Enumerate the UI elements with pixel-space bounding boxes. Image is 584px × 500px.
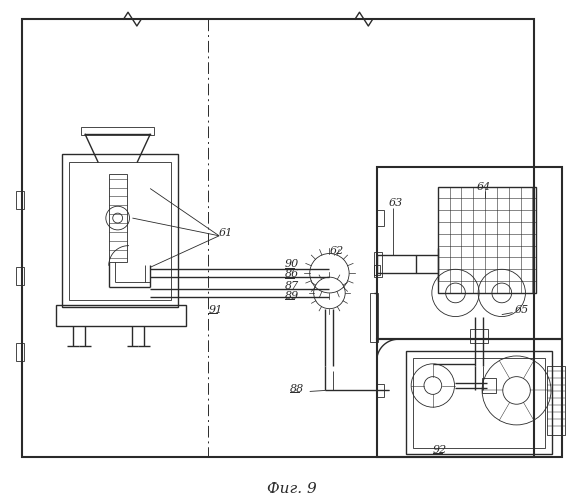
Bar — [377, 167, 562, 339]
Bar — [22, 19, 534, 458]
Bar — [547, 366, 565, 435]
Bar — [61, 154, 178, 306]
Bar — [482, 378, 496, 394]
Bar — [55, 304, 186, 326]
Text: 86: 86 — [285, 270, 300, 280]
Bar — [81, 128, 154, 136]
Bar — [16, 192, 24, 209]
Text: 63: 63 — [388, 198, 403, 208]
Text: 89: 89 — [285, 291, 300, 301]
Bar — [370, 293, 378, 342]
Text: 87: 87 — [285, 281, 300, 291]
Bar — [377, 210, 384, 226]
Bar — [413, 358, 545, 448]
Text: 61: 61 — [219, 228, 234, 238]
Bar — [377, 256, 416, 273]
Text: 92: 92 — [433, 444, 447, 454]
Text: 64: 64 — [477, 182, 491, 192]
Bar — [377, 384, 384, 398]
Bar — [470, 330, 488, 343]
Text: Фиг. 9: Фиг. 9 — [267, 482, 317, 496]
Text: 62: 62 — [329, 246, 343, 256]
Text: 91: 91 — [208, 304, 223, 314]
Text: 90: 90 — [285, 260, 300, 270]
Bar — [377, 339, 562, 458]
Bar — [16, 268, 24, 285]
Bar — [406, 440, 436, 442]
Bar — [109, 174, 127, 262]
Text: 88: 88 — [290, 384, 304, 394]
Text: 65: 65 — [515, 304, 529, 314]
Bar — [406, 351, 552, 455]
Bar — [374, 252, 381, 277]
Bar — [374, 266, 380, 275]
Bar — [16, 343, 24, 361]
Bar — [69, 162, 171, 300]
Bar — [438, 186, 536, 293]
